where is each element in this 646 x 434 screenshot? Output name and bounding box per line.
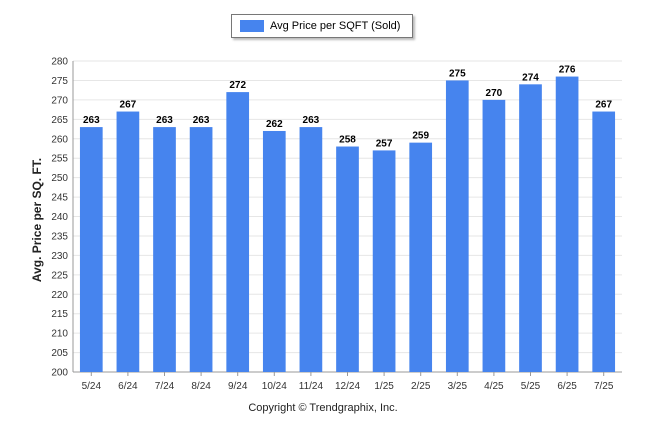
- y-tick-label: 200: [51, 368, 68, 379]
- y-tick-label: 210: [51, 329, 68, 340]
- y-tick-label: 225: [51, 270, 68, 281]
- bar: [555, 76, 579, 373]
- x-tick-label: 6/24: [118, 381, 138, 392]
- bar: [409, 142, 433, 372]
- y-tick-label: 245: [51, 193, 68, 204]
- y-tick-label: 215: [51, 309, 68, 320]
- x-tick-label: 12/24: [335, 381, 360, 392]
- y-tick-label: 240: [51, 212, 68, 223]
- x-tick-label: 10/24: [262, 381, 287, 392]
- bar: [262, 130, 286, 372]
- legend: Avg Price per SQFT (Sold): [231, 14, 413, 38]
- data-label: 274: [522, 72, 539, 83]
- data-label: 259: [412, 131, 429, 142]
- bar: [592, 111, 616, 372]
- bar: [372, 150, 396, 372]
- bar: [116, 111, 140, 372]
- x-tick-label: 7/25: [594, 381, 614, 392]
- data-label: 258: [339, 135, 356, 146]
- y-tick-label: 280: [51, 57, 68, 68]
- legend-swatch: [240, 20, 264, 32]
- data-label: 267: [595, 100, 612, 111]
- data-label: 263: [193, 115, 210, 126]
- y-axis-label: Avg. Price per SQ. FT.: [30, 157, 44, 283]
- y-tick-label: 255: [51, 154, 68, 165]
- x-tick-label: 4/25: [484, 381, 504, 392]
- bar: [226, 92, 250, 372]
- data-label: 275: [449, 68, 466, 79]
- bar: [153, 127, 176, 373]
- x-tick-label: 5/24: [82, 381, 102, 392]
- x-tick-label: 8/24: [191, 381, 211, 392]
- x-tick-label: 11/24: [299, 381, 324, 392]
- data-label: 263: [83, 115, 100, 126]
- bar: [336, 146, 359, 372]
- data-label: 272: [229, 80, 246, 91]
- legend-label: Avg Price per SQFT (Sold): [270, 20, 401, 32]
- data-label: 257: [376, 138, 393, 149]
- bar: [189, 127, 213, 373]
- bar: [519, 84, 542, 372]
- x-tick-label: 7/24: [155, 381, 175, 392]
- bar: [445, 80, 469, 372]
- y-tick-label: 260: [51, 134, 68, 145]
- copyright-footer: Copyright © Trendgraphix, Inc.: [248, 402, 398, 414]
- data-label: 270: [486, 88, 503, 99]
- y-tick-label: 235: [51, 231, 68, 242]
- bar: [482, 99, 506, 372]
- bar: [79, 127, 103, 373]
- data-label: 276: [559, 65, 576, 76]
- x-tick-label: 9/24: [228, 381, 248, 392]
- x-tick-label: 3/25: [448, 381, 468, 392]
- y-tick-label: 250: [51, 173, 68, 184]
- y-tick-label: 220: [51, 290, 68, 301]
- x-tick-label: 2/25: [411, 381, 431, 392]
- x-tick-label: 5/25: [521, 381, 541, 392]
- data-label: 263: [303, 115, 320, 126]
- data-label: 263: [156, 115, 173, 126]
- y-tick-label: 270: [51, 95, 68, 106]
- bar: [299, 127, 323, 373]
- y-tick-label: 275: [51, 76, 68, 87]
- y-tick-label: 205: [51, 348, 68, 359]
- y-tick-label: 230: [51, 251, 68, 262]
- x-tick-label: 6/25: [557, 381, 577, 392]
- y-tick-label: 265: [51, 115, 68, 126]
- data-label: 262: [266, 119, 283, 130]
- x-tick-label: 1/25: [374, 381, 394, 392]
- data-label: 267: [120, 100, 137, 111]
